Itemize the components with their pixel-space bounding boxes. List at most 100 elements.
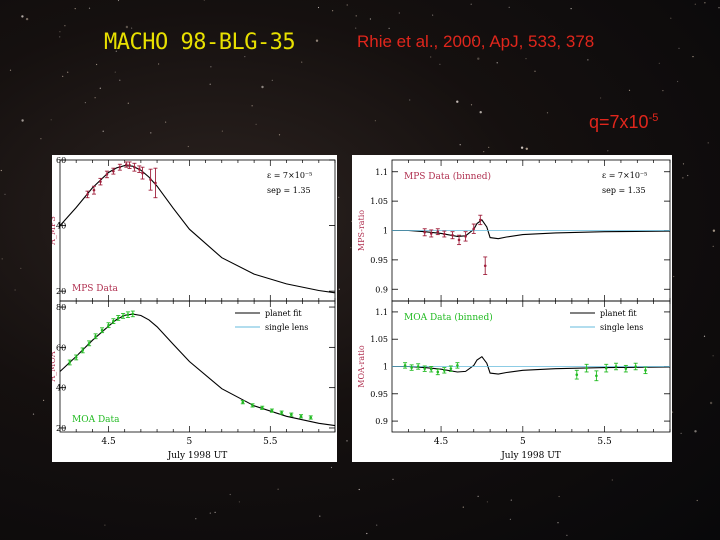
star (712, 355, 714, 357)
data-point (86, 193, 89, 196)
star (278, 134, 281, 136)
star (14, 289, 16, 291)
star (607, 150, 609, 152)
star (673, 275, 675, 278)
data-point (575, 373, 579, 376)
data-point (299, 414, 303, 418)
star (409, 99, 411, 101)
star (59, 36, 61, 38)
plot-frame (59, 300, 336, 433)
data-point (251, 404, 254, 407)
star (195, 518, 197, 520)
star (330, 466, 333, 469)
planet-fit-curve (59, 165, 336, 294)
data-point (68, 361, 72, 364)
legend-label: single lens (265, 323, 308, 332)
star (273, 48, 275, 50)
data-point (423, 367, 427, 370)
star (525, 58, 527, 60)
star (692, 56, 694, 58)
star (587, 59, 589, 61)
fit-annotation: sep = 1.35 (267, 186, 311, 195)
data-point (118, 165, 122, 169)
star (470, 104, 473, 106)
star (508, 6, 510, 8)
star (477, 57, 480, 60)
data-point (81, 349, 84, 352)
star (682, 177, 684, 179)
star (43, 399, 45, 401)
star (694, 430, 697, 433)
star (209, 512, 211, 514)
data-point (309, 416, 313, 419)
star (271, 79, 273, 81)
data-point (290, 413, 293, 416)
star (165, 121, 167, 123)
y-tick-label: 1 (383, 227, 388, 236)
star (462, 506, 464, 508)
data-point (429, 232, 433, 235)
data-point (644, 369, 647, 372)
moa-magnification-chart: 20 40 60 80 4.5 5 5.5 July 1998 UT A_MOA MOA Data… (52, 300, 336, 461)
data-point (479, 218, 482, 222)
star (114, 71, 116, 73)
y-tick-label: 20 (56, 287, 66, 296)
star (40, 138, 42, 140)
star (261, 85, 264, 89)
star (611, 479, 613, 481)
y-tick-label: 1.05 (370, 335, 388, 344)
star (662, 90, 664, 92)
data-point (128, 163, 131, 167)
fit-annotation: sep = 1.35 (602, 186, 646, 195)
star (338, 196, 340, 198)
x-tick-label: 5 (187, 437, 193, 447)
star (102, 130, 104, 132)
star (694, 3, 696, 5)
star (67, 71, 69, 73)
data-point (121, 314, 125, 318)
star (158, 63, 160, 65)
data-point (634, 365, 637, 368)
star (388, 27, 390, 29)
data-point (94, 334, 97, 338)
data-point (131, 312, 135, 316)
star (21, 15, 24, 18)
y-tick-label: 20 (56, 424, 66, 433)
star (358, 488, 360, 491)
panel-label: MOA Data (72, 415, 120, 425)
star (150, 132, 152, 134)
y-tick-label: 40 (56, 384, 66, 393)
data-point (416, 365, 420, 368)
star (96, 63, 98, 66)
data-point (125, 163, 128, 166)
star (315, 39, 319, 42)
star (84, 102, 86, 104)
star (558, 495, 560, 498)
star (703, 335, 706, 337)
star (203, 0, 205, 1)
star (483, 151, 485, 153)
data-point (107, 323, 110, 327)
star (62, 75, 64, 77)
star (74, 8, 76, 10)
star (570, 8, 572, 10)
slide-title: MACHO 98-BLG-35 (104, 30, 296, 55)
star (238, 501, 240, 503)
star (59, 31, 61, 33)
star (125, 25, 129, 29)
y-axis-label: A_MPS (52, 216, 57, 246)
star (456, 100, 459, 103)
data-point (410, 366, 413, 369)
y-tick-label: 1.1 (375, 308, 388, 317)
star (680, 432, 682, 434)
star (355, 15, 357, 17)
star (332, 10, 334, 12)
star (432, 14, 434, 16)
data-point (133, 165, 136, 169)
star (470, 3, 472, 5)
star (364, 41, 366, 44)
y-tick-label: 0.95 (370, 390, 388, 399)
panel-label: MOA Data (binned) (404, 312, 493, 323)
star (459, 144, 461, 146)
y-tick-label: 80 (56, 303, 66, 312)
